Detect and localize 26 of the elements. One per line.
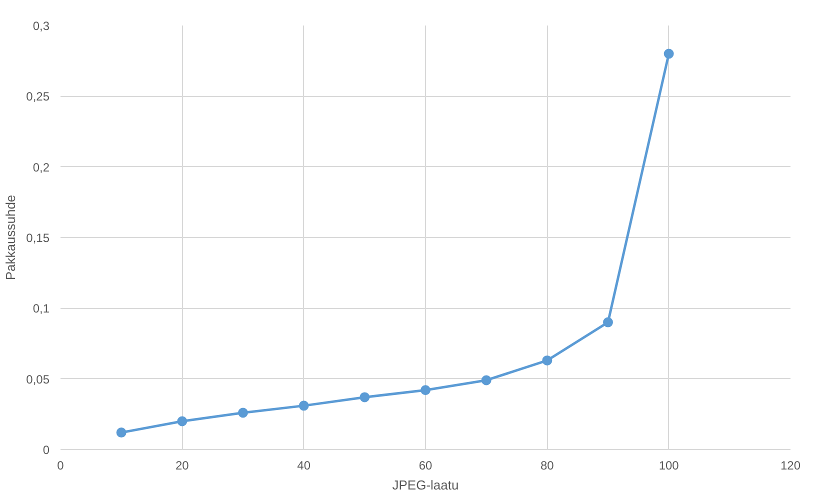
y-tick-label: 0 — [42, 443, 50, 457]
y-tick-label: 0,05 — [26, 372, 50, 386]
y-axis-title: Pakkaussuhde — [3, 194, 18, 280]
x-tick-label: 40 — [297, 458, 311, 472]
y-tick-label: 0,15 — [26, 231, 50, 245]
x-tick-label: 120 — [780, 458, 801, 472]
point — [360, 392, 370, 402]
y-tick-label: 0,3 — [32, 19, 50, 33]
y-tick-label: 0,25 — [26, 90, 50, 104]
x-tick-label: 80 — [540, 458, 554, 472]
point — [664, 48, 674, 59]
point — [298, 400, 309, 411]
point — [603, 317, 613, 328]
x-tick-label: 20 — [175, 458, 190, 472]
x-tick-label: 0 — [57, 458, 64, 472]
x-tick-label: 100 — [658, 458, 680, 472]
point — [481, 375, 492, 386]
point — [420, 385, 430, 396]
point — [238, 408, 248, 418]
y-tick-label: 0,1 — [32, 302, 50, 316]
point — [177, 416, 188, 426]
point — [116, 428, 126, 438]
point — [542, 355, 552, 366]
x-axis-title: JPEG-laatu — [392, 478, 459, 492]
y-tick-label: 0,2 — [32, 160, 50, 174]
x-tick-label: 60 — [418, 458, 432, 472]
